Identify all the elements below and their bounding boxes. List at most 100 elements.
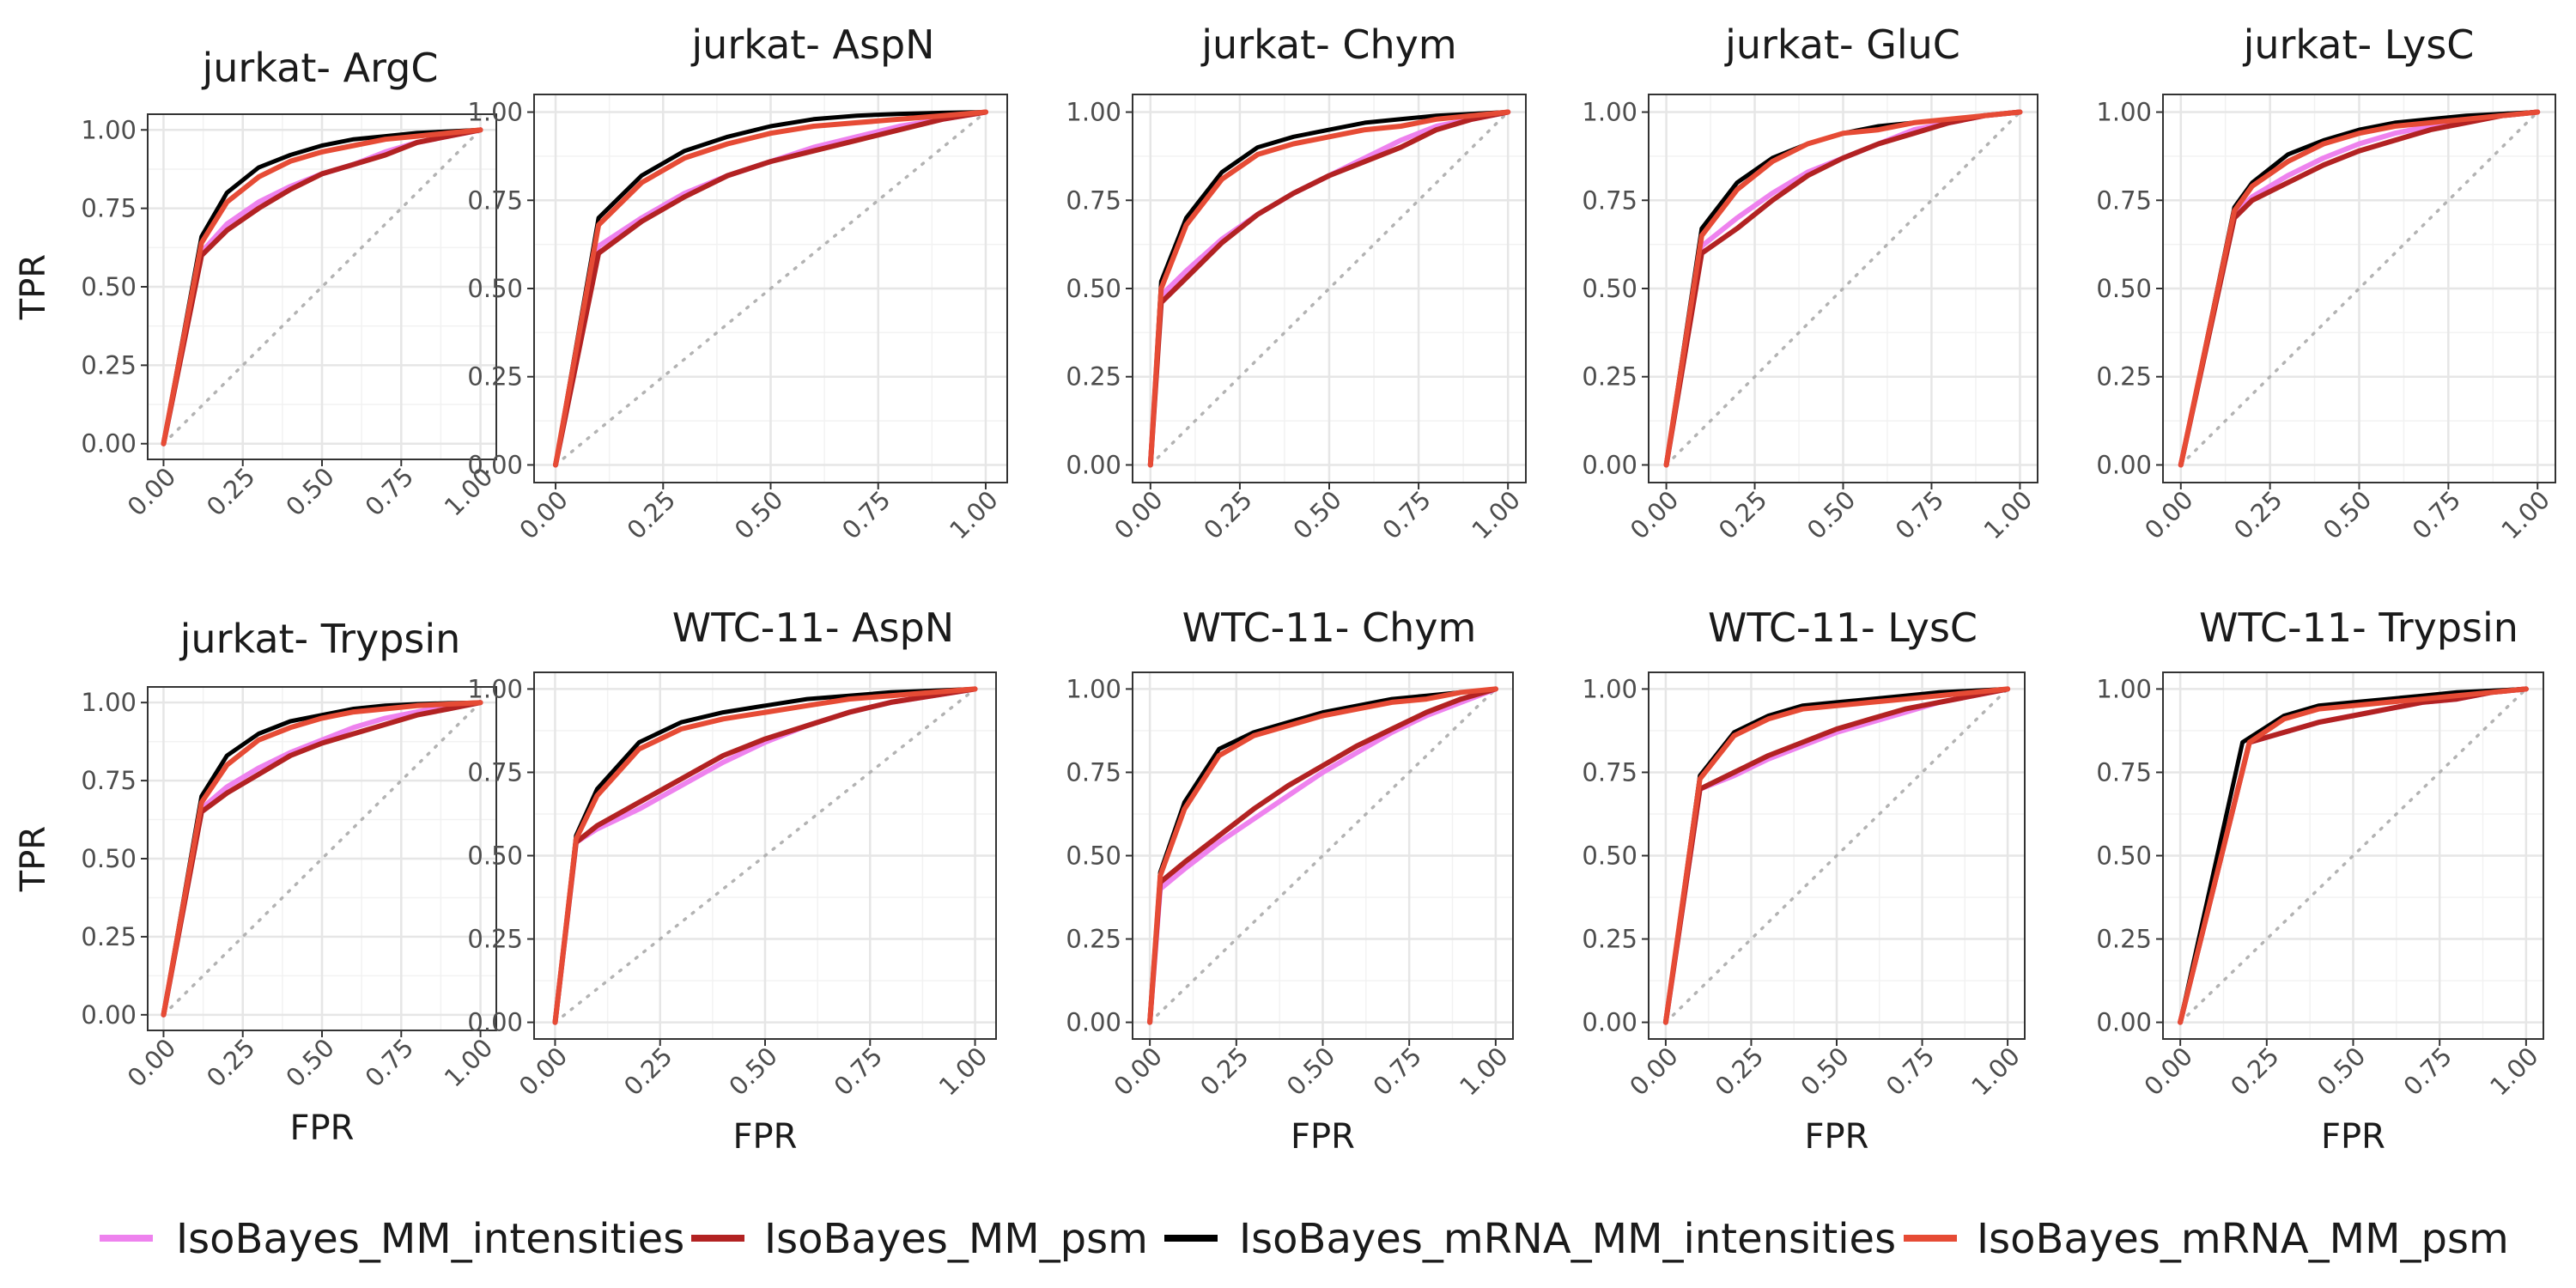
x-tick-label: 1.00	[2495, 485, 2555, 545]
y-tick-label: 1.00	[1066, 674, 1121, 703]
series-line-isobayes-mrna-mm-psm	[1662, 686, 2011, 1025]
y-axis-title: TPR	[14, 254, 53, 320]
x-tick-label: 1.00	[1454, 1042, 1514, 1102]
diagonal-reference-line	[553, 687, 977, 1024]
y-tick-label: 0.25	[81, 350, 137, 380]
x-tick-label: 0.25	[1713, 485, 1773, 545]
x-tick-label: 0.50	[280, 1033, 340, 1093]
y-tick-label: 0.50	[467, 841, 523, 871]
series-line-isobayes-mrna-mm-psm	[1147, 109, 1511, 468]
panel-6: jurkat- Trypsin 0.000.00 0.25 0.25 0.50 0.50 0…	[14, 616, 498, 1148]
series-line-isobayes-mm-psm	[1147, 686, 1498, 1025]
series-line-isobayes-mrna-mm-psm	[161, 700, 483, 1018]
y-tick-label: 0.25	[467, 362, 523, 392]
y-tick-label: 1.00	[1582, 674, 1637, 703]
y-tick-label: 0.50	[2096, 841, 2152, 871]
panel-title: jurkat- ArgC	[201, 45, 438, 91]
series-line-isobayes-mrna-mm-intensities	[1148, 110, 1510, 467]
series-line-isobayes-mrna-mm-psm	[1663, 109, 2023, 468]
x-tick-label: 0.50	[280, 462, 340, 522]
y-tick-label: 0.75	[1066, 185, 1121, 215]
y-tick-label: 0.25	[1066, 362, 1121, 392]
y-tick-label: 0.50	[81, 844, 137, 873]
series-line-isobayes-mrna-mm-psm	[1147, 686, 1498, 1025]
y-tick-label: 0.50	[1066, 274, 1121, 303]
x-tick-label: 0.50	[1287, 485, 1347, 545]
y-tick-label: 1.00	[467, 674, 523, 703]
diagonal-reference-line	[1148, 687, 1498, 1024]
x-tick-label: 0.75	[360, 462, 420, 522]
panel-title: jurkat- Chym	[1200, 21, 1456, 68]
panel-5: jurkat- LysC 0.00 0.00 0.25 0.25 0.50 0.50 0.75…	[2096, 21, 2556, 545]
series-line-isobayes-mm-psm	[1662, 686, 2011, 1025]
y-tick-label: 0.50	[1066, 841, 1121, 871]
x-tick-label: 0.50	[723, 1042, 783, 1102]
y-tick-label: 0.00	[467, 1008, 523, 1037]
series-line-isobayes-mm-psm	[552, 686, 978, 1025]
x-axis-title: FPR	[1805, 1117, 1869, 1157]
x-tick-label: 1.00	[2484, 1042, 2544, 1102]
x-tick-label: 0.75	[2407, 485, 2467, 545]
panel-2: jurkat- AspN 0.00 0.00 0.25 0.25 0.50 0.50 0.75…	[467, 21, 1008, 545]
panel-title: WTC-11- Trypsin	[2199, 605, 2518, 651]
y-tick-label: 0.00	[1582, 450, 1637, 479]
y-tick-label: 0.50	[467, 274, 523, 303]
legend-label: IsoBayes_MM_psm	[764, 1215, 1148, 1263]
y-tick-label: 0.75	[81, 766, 137, 795]
diagonal-reference-line	[161, 701, 483, 1017]
panel-4: jurkat- GluC 0.00 0.00 0.25 0.25 0.50 0.50 0.75…	[1582, 21, 2038, 545]
series-line-isobayes-mrna-mm-psm	[2178, 686, 2529, 1025]
x-tick-label: 1.00	[933, 1042, 993, 1102]
panel-title: jurkat- AspN	[690, 21, 934, 68]
series-line-isobayes-mm-intensities	[1147, 686, 1498, 1025]
x-tick-label: 0.00	[2138, 1042, 2198, 1102]
x-tick-label: 0.25	[1198, 485, 1258, 545]
legend: IsoBayes_MM_intensities IsoBayes_MM_psm Is…	[100, 1215, 2509, 1263]
y-tick-label: 0.25	[467, 925, 523, 954]
y-tick-label: 1.00	[1582, 98, 1637, 127]
panel-title: WTC-11- AspN	[672, 605, 954, 651]
y-tick-label: 0.50	[1582, 841, 1637, 871]
x-tick-label: 1.00	[1965, 1042, 2026, 1102]
series-line-isobayes-mm-psm	[161, 127, 483, 447]
panel-9: WTC-11- LysC 0.00 0.00 0.25 0.25 0.50 0.50 0.75…	[1582, 605, 2026, 1157]
x-axis-title: FPR	[2321, 1117, 2385, 1157]
x-tick-label: 0.75	[360, 1033, 420, 1093]
y-tick-label: 1.00	[2096, 674, 2152, 703]
x-tick-label: 0.25	[2228, 485, 2288, 545]
series-line-isobayes-mm-psm	[553, 109, 988, 468]
y-tick-label: 0.00	[467, 450, 523, 479]
y-tick-label: 0.75	[1066, 757, 1121, 787]
y-tick-label: 1.00	[467, 98, 523, 127]
y-tick-label: 0.75	[81, 194, 137, 223]
x-tick-label: 1.00	[1466, 485, 1526, 545]
legend-label: IsoBayes_mRNA_MM_intensities	[1239, 1215, 1896, 1263]
y-tick-label: 0.00	[81, 1000, 137, 1030]
y-tick-label: 0.75	[1582, 185, 1637, 215]
y-tick-label: 0.50	[81, 272, 137, 301]
y-tick-label: 0.75	[467, 757, 523, 787]
x-tick-label: 0.25	[622, 485, 682, 545]
x-tick-label: 0.00	[1625, 485, 1685, 545]
x-tick-label: 0.25	[201, 1033, 261, 1093]
x-tick-label: 0.25	[618, 1042, 678, 1102]
diagonal-reference-line	[2179, 110, 2539, 467]
x-tick-label: 0.25	[201, 462, 261, 522]
x-tick-label: 0.75	[836, 485, 896, 545]
x-tick-label: 0.25	[1194, 1042, 1255, 1102]
y-tick-label: 1.00	[2096, 98, 2152, 127]
series-line-isobayes-mrna-mm-intensities	[161, 127, 483, 447]
series-line-isobayes-mm-psm	[1147, 109, 1511, 468]
x-tick-label: 0.00	[122, 1033, 182, 1093]
y-tick-label: 1.00	[81, 688, 137, 717]
panel-1: jurkat- ArgC 0.000.00 0.25 0.25 0.50 0.50 0.75…	[14, 45, 498, 522]
panel-8: WTC-11- Chym 0.00 0.00 0.25 0.25 0.50 0.50 0.75…	[1066, 605, 1514, 1157]
diagonal-reference-line	[1664, 687, 2009, 1024]
y-tick-label: 0.75	[2096, 185, 2152, 215]
x-tick-label: 1.00	[1978, 485, 2038, 545]
x-tick-label: 0.75	[1880, 1042, 1941, 1102]
legend-label: IsoBayes_MM_intensities	[176, 1215, 684, 1263]
y-tick-label: 0.75	[2096, 757, 2152, 787]
y-tick-label: 0.00	[1066, 450, 1121, 479]
x-tick-label: 0.00	[1108, 1042, 1168, 1102]
